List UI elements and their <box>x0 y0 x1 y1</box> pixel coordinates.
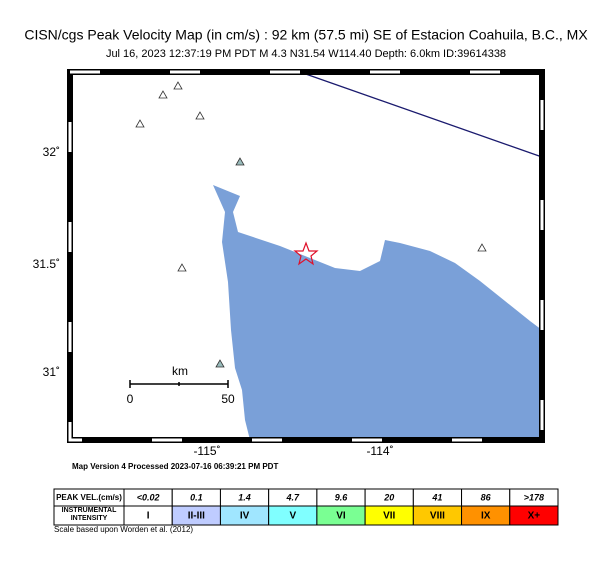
peak-velocity: 4.7 <box>286 492 301 502</box>
scale-end: 50 <box>221 392 235 406</box>
lon-label: -114˚ <box>366 444 393 458</box>
map: km 0 50 <box>67 69 545 443</box>
intensity: V <box>289 511 296 522</box>
border-line <box>299 71 543 158</box>
scale-start: 0 <box>127 392 134 406</box>
scale-unit: km <box>172 364 188 378</box>
map-frame <box>67 69 545 443</box>
row-header: PEAK VEL.(cm/s) <box>56 493 122 502</box>
row-header: INSTRUMENTAL INTENSITY <box>61 507 117 522</box>
intensity: IV <box>240 511 250 522</box>
intensity: I <box>147 511 150 522</box>
lat-label: 31.5˚ <box>33 257 60 271</box>
title: CISN/cgs Peak Velocity Map (in cm/s) : 9… <box>24 27 588 43</box>
intensity: X+ <box>528 511 541 522</box>
epicenter <box>293 241 319 266</box>
peak-velocity: <0.02 <box>137 492 160 502</box>
lat-label: 31˚ <box>43 365 60 379</box>
water <box>213 185 542 440</box>
peak-velocity: >178 <box>524 492 544 502</box>
subtitle: Jul 16, 2023 12:37:19 PM PDT M 4.3 N31.5… <box>106 48 506 60</box>
peak-velocity: 41 <box>431 492 442 502</box>
intensity: IX <box>481 511 491 522</box>
peak-velocity: 20 <box>383 492 394 502</box>
peak-velocity: 1.4 <box>238 492 251 502</box>
stations <box>135 81 487 368</box>
peak-velocity: 9.6 <box>335 492 349 502</box>
lon-label: -115˚ <box>193 444 220 458</box>
intensity: VI <box>336 511 346 522</box>
version-note: Map Version 4 Processed 2023-07-16 06:39… <box>72 462 278 471</box>
legend: PEAK VEL.(cm/s) INSTRUMENTAL INTENSITY <… <box>53 488 559 526</box>
intensity: VII <box>383 511 395 522</box>
peak-velocity: 0.1 <box>190 492 203 502</box>
intensity-cell <box>509 505 559 526</box>
peak-velocity: 86 <box>481 492 492 502</box>
row-header-box: INSTRUMENTAL INTENSITY <box>61 507 117 522</box>
intensity: VIII <box>430 511 445 522</box>
scale-bar <box>129 380 229 388</box>
footnote: Scale based upon Worden et al. (2012) <box>54 525 193 534</box>
lat-label: 32˚ <box>43 145 60 159</box>
intensity: II-III <box>188 511 205 522</box>
